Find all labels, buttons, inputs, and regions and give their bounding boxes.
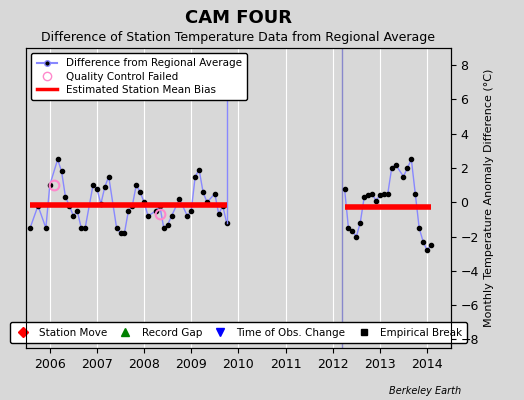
Y-axis label: Monthly Temperature Anomaly Difference (°C): Monthly Temperature Anomaly Difference (… <box>484 69 495 327</box>
Text: Berkeley Earth: Berkeley Earth <box>389 386 461 396</box>
Legend: Station Move, Record Gap, Time of Obs. Change, Empirical Break: Station Move, Record Gap, Time of Obs. C… <box>10 322 467 343</box>
Title: Difference of Station Temperature Data from Regional Average: Difference of Station Temperature Data f… <box>41 31 435 44</box>
Title: CAM FOUR: CAM FOUR <box>185 9 292 27</box>
